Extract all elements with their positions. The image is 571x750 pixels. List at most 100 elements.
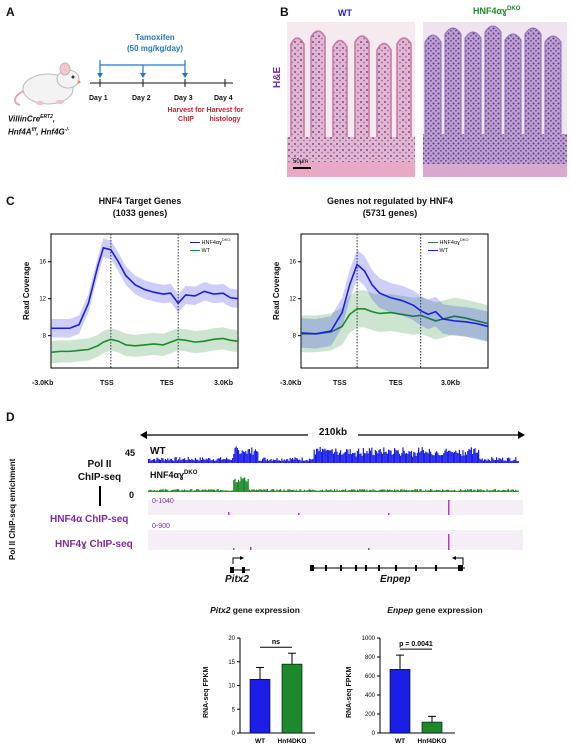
wt-signal-bar (286, 459, 288, 463)
dko-signal-bar (517, 490, 519, 492)
dko-signal-bar (262, 490, 264, 492)
ytick-label: 600 (365, 674, 376, 680)
dko-signal-bar (149, 489, 151, 492)
wt-signal-bar (221, 459, 223, 463)
dko-signal-bar (432, 490, 434, 492)
dko-signal-bar (467, 489, 469, 492)
wt-signal-bar (422, 450, 424, 463)
wt-signal-bar (386, 453, 388, 463)
dko-signal-bar (374, 490, 376, 492)
ytick-label: 200 (365, 712, 376, 718)
dko-signal-bar (427, 490, 429, 492)
he-histology-images: 50μm (287, 22, 567, 177)
dko-signal-bar (407, 490, 409, 492)
hnf4g-peak (448, 534, 450, 550)
wt-signal-bar (469, 449, 471, 463)
dko-signal-bar (252, 489, 254, 492)
hnf4a-peak (228, 512, 230, 515)
dko-signal-bar (480, 489, 482, 492)
wt-signal-bar (403, 450, 405, 463)
dko-signal-bar (331, 490, 333, 492)
wt-signal-bar (152, 459, 154, 463)
wt-signal-bar (256, 451, 258, 463)
dko-signal-bar (235, 482, 237, 492)
dko-signal-bar (385, 490, 387, 492)
dko-signal-bar (283, 489, 285, 492)
dko-signal-bar (234, 478, 236, 492)
dko-signal-bar (378, 490, 380, 492)
span-label: 210kb (318, 427, 348, 438)
dko-signal-bar (256, 489, 258, 492)
dko-signal-bar (241, 478, 243, 492)
dko-signal-bar (388, 489, 390, 492)
dko-signal-bar (198, 489, 200, 492)
dko-signal-bar (186, 490, 188, 492)
dko-signal-bar (334, 489, 336, 492)
dko-signal-bar (403, 489, 405, 492)
series-line (50, 337, 239, 354)
wt-signal-bar (266, 459, 268, 463)
wt-signal-bar (223, 459, 225, 463)
wt-signal-bar (247, 449, 249, 463)
wt-signal-bar (479, 458, 481, 463)
wt-signal-bar (258, 460, 260, 463)
day-2: Day 2 (132, 95, 151, 102)
wt-signal-bar (269, 459, 271, 463)
mouse-genotype: VillinCreERT2, Hnf4Af/f, Hnf4G-/- (8, 114, 70, 137)
wt-signal-bar (462, 450, 464, 463)
bar (281, 663, 303, 734)
dko-signal-bar (292, 489, 294, 492)
dko-signal-bar (300, 489, 302, 492)
ytick-label: 10 (228, 684, 235, 690)
wt-signal-bar (482, 460, 484, 463)
wt-signal-bar (406, 452, 408, 463)
wt-signal-bar (232, 458, 234, 463)
wt-signal-bar (246, 453, 248, 463)
dko-signal-bar (503, 489, 505, 492)
wt-signal-bar (481, 458, 483, 463)
dko-signal-bar (500, 490, 502, 492)
dko-signal-bar (222, 490, 224, 492)
dko-signal-bar (182, 490, 184, 492)
dko-signal-bar (288, 489, 290, 492)
histology-wt-label: WT (338, 8, 352, 18)
dko-signal-bar (170, 490, 172, 492)
dko-signal-bar (302, 490, 304, 492)
dko-signal-bar (214, 489, 216, 492)
wt-signal-bar (257, 451, 259, 463)
dko-signal-bar (299, 489, 301, 492)
wt-signal-bar (184, 458, 186, 463)
wt-signal-bar (437, 452, 439, 463)
wt-signal-bar (277, 460, 279, 463)
dko-signal-bar (205, 489, 207, 492)
dko-signal-bar (306, 490, 308, 492)
dko-signal-bar (158, 489, 160, 492)
dko-signal-bar (510, 489, 512, 492)
legend-left: HNF4αɣDKO WT (190, 236, 231, 255)
dko-signal-bar (395, 490, 397, 492)
dko-signal-bar (221, 490, 223, 492)
hnf4a-peak (448, 500, 450, 515)
wt-signal-bar (302, 460, 304, 463)
wt-signal-bar (455, 450, 457, 463)
wt-signal-bar (415, 455, 417, 463)
dko-signal-bar (206, 490, 208, 492)
wt-signal-bar (384, 452, 386, 463)
wt-signal-bar (443, 453, 445, 463)
ytick-label: 400 (365, 693, 376, 699)
wt-signal-bar (400, 455, 402, 463)
wt-signal-bar (241, 450, 243, 463)
wt-signal-bar (487, 458, 489, 463)
dko-signal-bar (152, 490, 154, 492)
wt-signal-bar (348, 453, 350, 463)
wt-signal-bar (203, 459, 205, 463)
dko-signal-bar (446, 489, 448, 492)
wt-signal-bar (468, 448, 470, 463)
dko-signal-bar (320, 490, 322, 492)
category-label: Hnf4DKO (278, 738, 307, 745)
dko-signal-bar (294, 490, 296, 492)
dko-signal-bar (394, 489, 396, 492)
dko-signal-bar (372, 489, 374, 492)
wt-signal-bar (307, 460, 309, 463)
dko-signal-bar (451, 490, 453, 492)
